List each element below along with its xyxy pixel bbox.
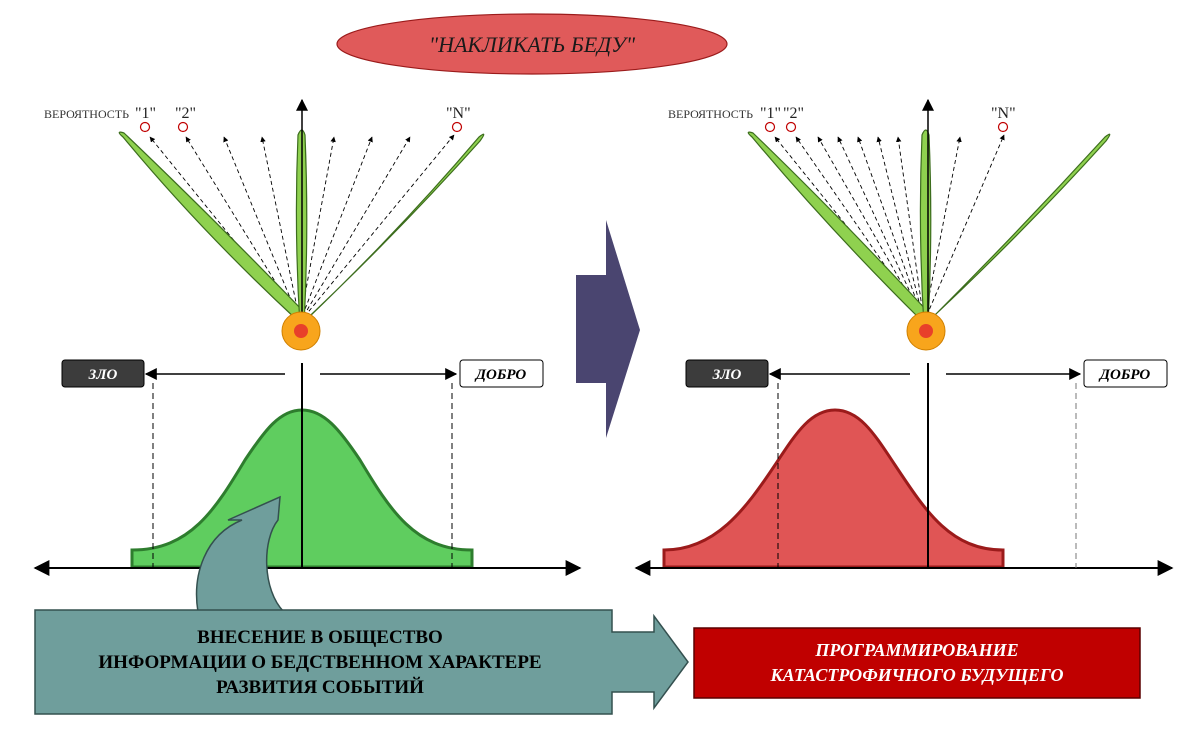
left-marker-n-label: "N" — [446, 105, 471, 122]
left-good-box — [459, 359, 544, 388]
left-marker-1-label: "1" — [135, 105, 156, 122]
transition-arrow — [576, 220, 640, 438]
left-marker-1-dot — [139, 121, 151, 133]
right-probability-rays — [774, 134, 1005, 323]
left-source-core — [294, 324, 308, 338]
right-marker-1-label: "1" — [760, 105, 781, 122]
input-line-3: РАЗВИТИЯ СОБЫТИЙ — [216, 676, 424, 698]
right-evil-label: ЗЛО — [712, 367, 742, 383]
result-line-2: КАТАСТРОФИЧНОГО БУДУЩЕГО — [769, 665, 1063, 685]
input-line-2: ИНФОРМАЦИИ О БЕДСТВЕННОМ ХАРАКТЕРЕ — [98, 652, 541, 673]
right-panel: ЗЛО ДОБРО ВЕРОЯТНОСТЬ "1" "2" "N" — [634, 98, 1174, 576]
right-source-core — [919, 324, 933, 338]
right-leaf-right — [920, 133, 1111, 329]
right-leaf-left — [747, 131, 931, 321]
right-good-box — [1083, 359, 1168, 388]
right-marker-n-label: "N" — [991, 105, 1016, 122]
right-bell-curve — [662, 408, 1005, 569]
title-ellipse: "НАКЛИКАТЬ БЕДУ" — [336, 13, 728, 75]
right-marker-2-label: "2" — [783, 105, 804, 122]
right-leaf-center — [919, 129, 932, 327]
left-panel: ЗЛО ДОБРО ВЕРОЯТНОСТЬ "1" "2" "N" — [33, 98, 582, 576]
left-evil-box — [61, 359, 145, 388]
result-box: ПРОГРАММИРОВАНИЕ КАТАСТРОФИЧНОГО БУДУЩЕГ… — [693, 627, 1141, 699]
right-marker-2-dot — [785, 121, 797, 133]
left-marker-n-dot — [451, 121, 463, 133]
right-evil-box — [685, 359, 769, 388]
result-line-1: ПРОГРАММИРОВАНИЕ — [814, 640, 1018, 660]
input-line-1: ВНЕСЕНИЕ В ОБЩЕСТВО — [197, 627, 443, 648]
left-marker-2-label: "2" — [175, 105, 196, 122]
left-good-label: ДОБРО — [474, 367, 527, 383]
right-good-label: ДОБРО — [1098, 367, 1151, 383]
left-evil-label: ЗЛО — [88, 367, 118, 383]
left-marker-2-dot — [177, 121, 189, 133]
right-probability-label: ВЕРОЯТНОСТЬ — [668, 107, 753, 121]
right-marker-1-dot — [764, 121, 776, 133]
input-box: ВНЕСЕНИЕ В ОБЩЕСТВО ИНФОРМАЦИИ О БЕДСТВЕ… — [34, 609, 689, 715]
right-marker-n-dot — [997, 121, 1009, 133]
left-probability-label: ВЕРОЯТНОСТЬ — [44, 107, 129, 121]
left-leaf-right — [296, 133, 485, 329]
left-leaf-left — [118, 131, 307, 321]
title-text: "НАКЛИКАТЬ БЕДУ" — [429, 32, 636, 57]
